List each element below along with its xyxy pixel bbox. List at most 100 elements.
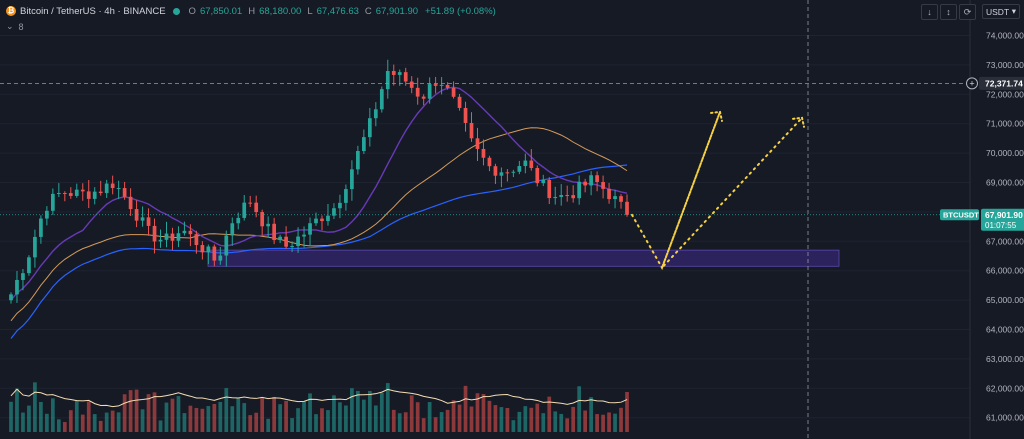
volume-bar	[427, 402, 432, 432]
volume-bar	[56, 419, 61, 432]
volume-bar	[146, 394, 151, 432]
candle-body	[284, 236, 288, 247]
candle-body	[230, 223, 235, 236]
volume-bar	[589, 397, 593, 432]
candle-body	[248, 202, 253, 204]
volume-bar	[296, 408, 300, 432]
ma-mid-line	[10, 127, 628, 322]
candle-body	[559, 195, 564, 197]
price-tick-label: 72,000.00	[986, 89, 1024, 99]
volume-bar	[493, 405, 498, 432]
volume-bar	[206, 406, 211, 432]
crosshair-price-label: + 72,371.74	[966, 76, 1024, 90]
candle-body	[619, 196, 623, 202]
volume-bar	[367, 390, 372, 432]
market-status-icon	[172, 7, 180, 15]
chevron-down-icon: ▾	[1011, 6, 1016, 16]
candle-body	[427, 84, 432, 99]
price-tick-label: 70,000.00	[986, 148, 1024, 158]
price-tick-label: 65,000.00	[986, 295, 1024, 305]
candle-body	[302, 234, 306, 237]
candle-body	[535, 168, 540, 184]
candle-body	[92, 191, 97, 199]
candle-body	[373, 109, 378, 119]
candle-body	[146, 217, 151, 226]
indicators-toggle[interactable]: ⌄ 8	[6, 21, 24, 32]
open-label: O	[188, 5, 196, 17]
candle-body	[45, 210, 49, 219]
volume-bar	[200, 408, 205, 432]
candlesticks	[9, 59, 629, 304]
open-value: 67,850.01	[199, 5, 243, 17]
symbol-title[interactable]: Bitcoin / TetherUS · 4h · BINANCE	[20, 5, 166, 17]
candle-body	[577, 181, 582, 199]
volume-bar	[601, 414, 605, 432]
change-value: +51.89 (+0.08%)	[425, 5, 496, 17]
candle-body	[451, 87, 456, 97]
candle-body	[511, 171, 516, 173]
projection-arrowheads	[710, 110, 805, 128]
price-axis[interactable]: 74,000.00 73,000.00 72,000.00 71,000.00 70,0…	[986, 31, 1024, 423]
candle-body	[140, 217, 145, 221]
candle-body	[290, 246, 294, 248]
volume-bar	[308, 393, 312, 432]
volume-bar	[122, 394, 127, 432]
current-price-label: BTCUSDT 67,901.90 01:07:55	[940, 208, 1024, 231]
volume-bar	[577, 386, 582, 432]
high-value: 68,180.00	[259, 5, 302, 17]
candle-body	[272, 223, 276, 241]
volume-bar	[314, 414, 318, 432]
price-tick-label: 66,000.00	[986, 266, 1024, 276]
volume-bar	[134, 389, 139, 432]
volume-bar	[260, 397, 265, 432]
candle-body	[68, 193, 73, 196]
candle-body	[517, 166, 522, 172]
volume-bar	[284, 400, 288, 432]
candle-body	[391, 71, 396, 75]
auto-scale-icon[interactable]: ↕	[940, 4, 957, 20]
chevron-down-icon[interactable]: ⌄	[6, 21, 14, 31]
candle-body	[469, 122, 474, 139]
volume-bar	[511, 420, 516, 432]
volume-bar	[9, 401, 13, 432]
candle-body	[415, 87, 420, 97]
candle-body	[481, 148, 486, 158]
volume-bar	[140, 409, 145, 432]
candle-body	[493, 166, 498, 176]
reset-chart-icon[interactable]: ⟳	[959, 4, 976, 20]
volume-bar	[86, 401, 91, 432]
current-price-bg	[981, 208, 1024, 231]
candle-body	[212, 246, 217, 261]
bar-countdown: 01:07:55	[985, 221, 1017, 230]
add-alert-icon[interactable]	[966, 77, 978, 90]
candle-body	[344, 189, 348, 203]
support-zone	[207, 249, 840, 267]
volume-bar	[505, 407, 510, 432]
volume-bar	[45, 413, 49, 432]
ma-slow-line	[10, 164, 628, 339]
candle-body	[200, 245, 205, 253]
currency-select[interactable]: USDT ▾	[982, 4, 1020, 19]
current-price-value: 67,901.90	[985, 210, 1023, 220]
price-tick-label: 64,000.00	[986, 325, 1024, 335]
scroll-down-icon[interactable]: ↓	[921, 4, 938, 20]
plus-glyph: +	[969, 78, 974, 88]
volume-bar	[27, 405, 31, 432]
candle-body	[260, 212, 265, 227]
volume-bar	[158, 420, 163, 432]
symbol-legend[interactable]: ₿ Bitcoin / TetherUS · 4h · BINANCE O 67,…	[6, 4, 496, 18]
candle-body	[182, 230, 187, 234]
volume-bar	[409, 395, 414, 432]
grid-lines	[0, 35, 970, 419]
volume-bar	[128, 390, 133, 432]
candle-body	[308, 223, 312, 235]
candle-body	[463, 107, 468, 123]
candle-body	[39, 218, 43, 237]
candle-body	[601, 181, 605, 189]
volume-bars	[9, 382, 629, 432]
candle-body	[433, 84, 438, 86]
volume-bar	[224, 388, 229, 432]
candle-body	[350, 169, 354, 190]
volume-bar	[182, 413, 187, 432]
